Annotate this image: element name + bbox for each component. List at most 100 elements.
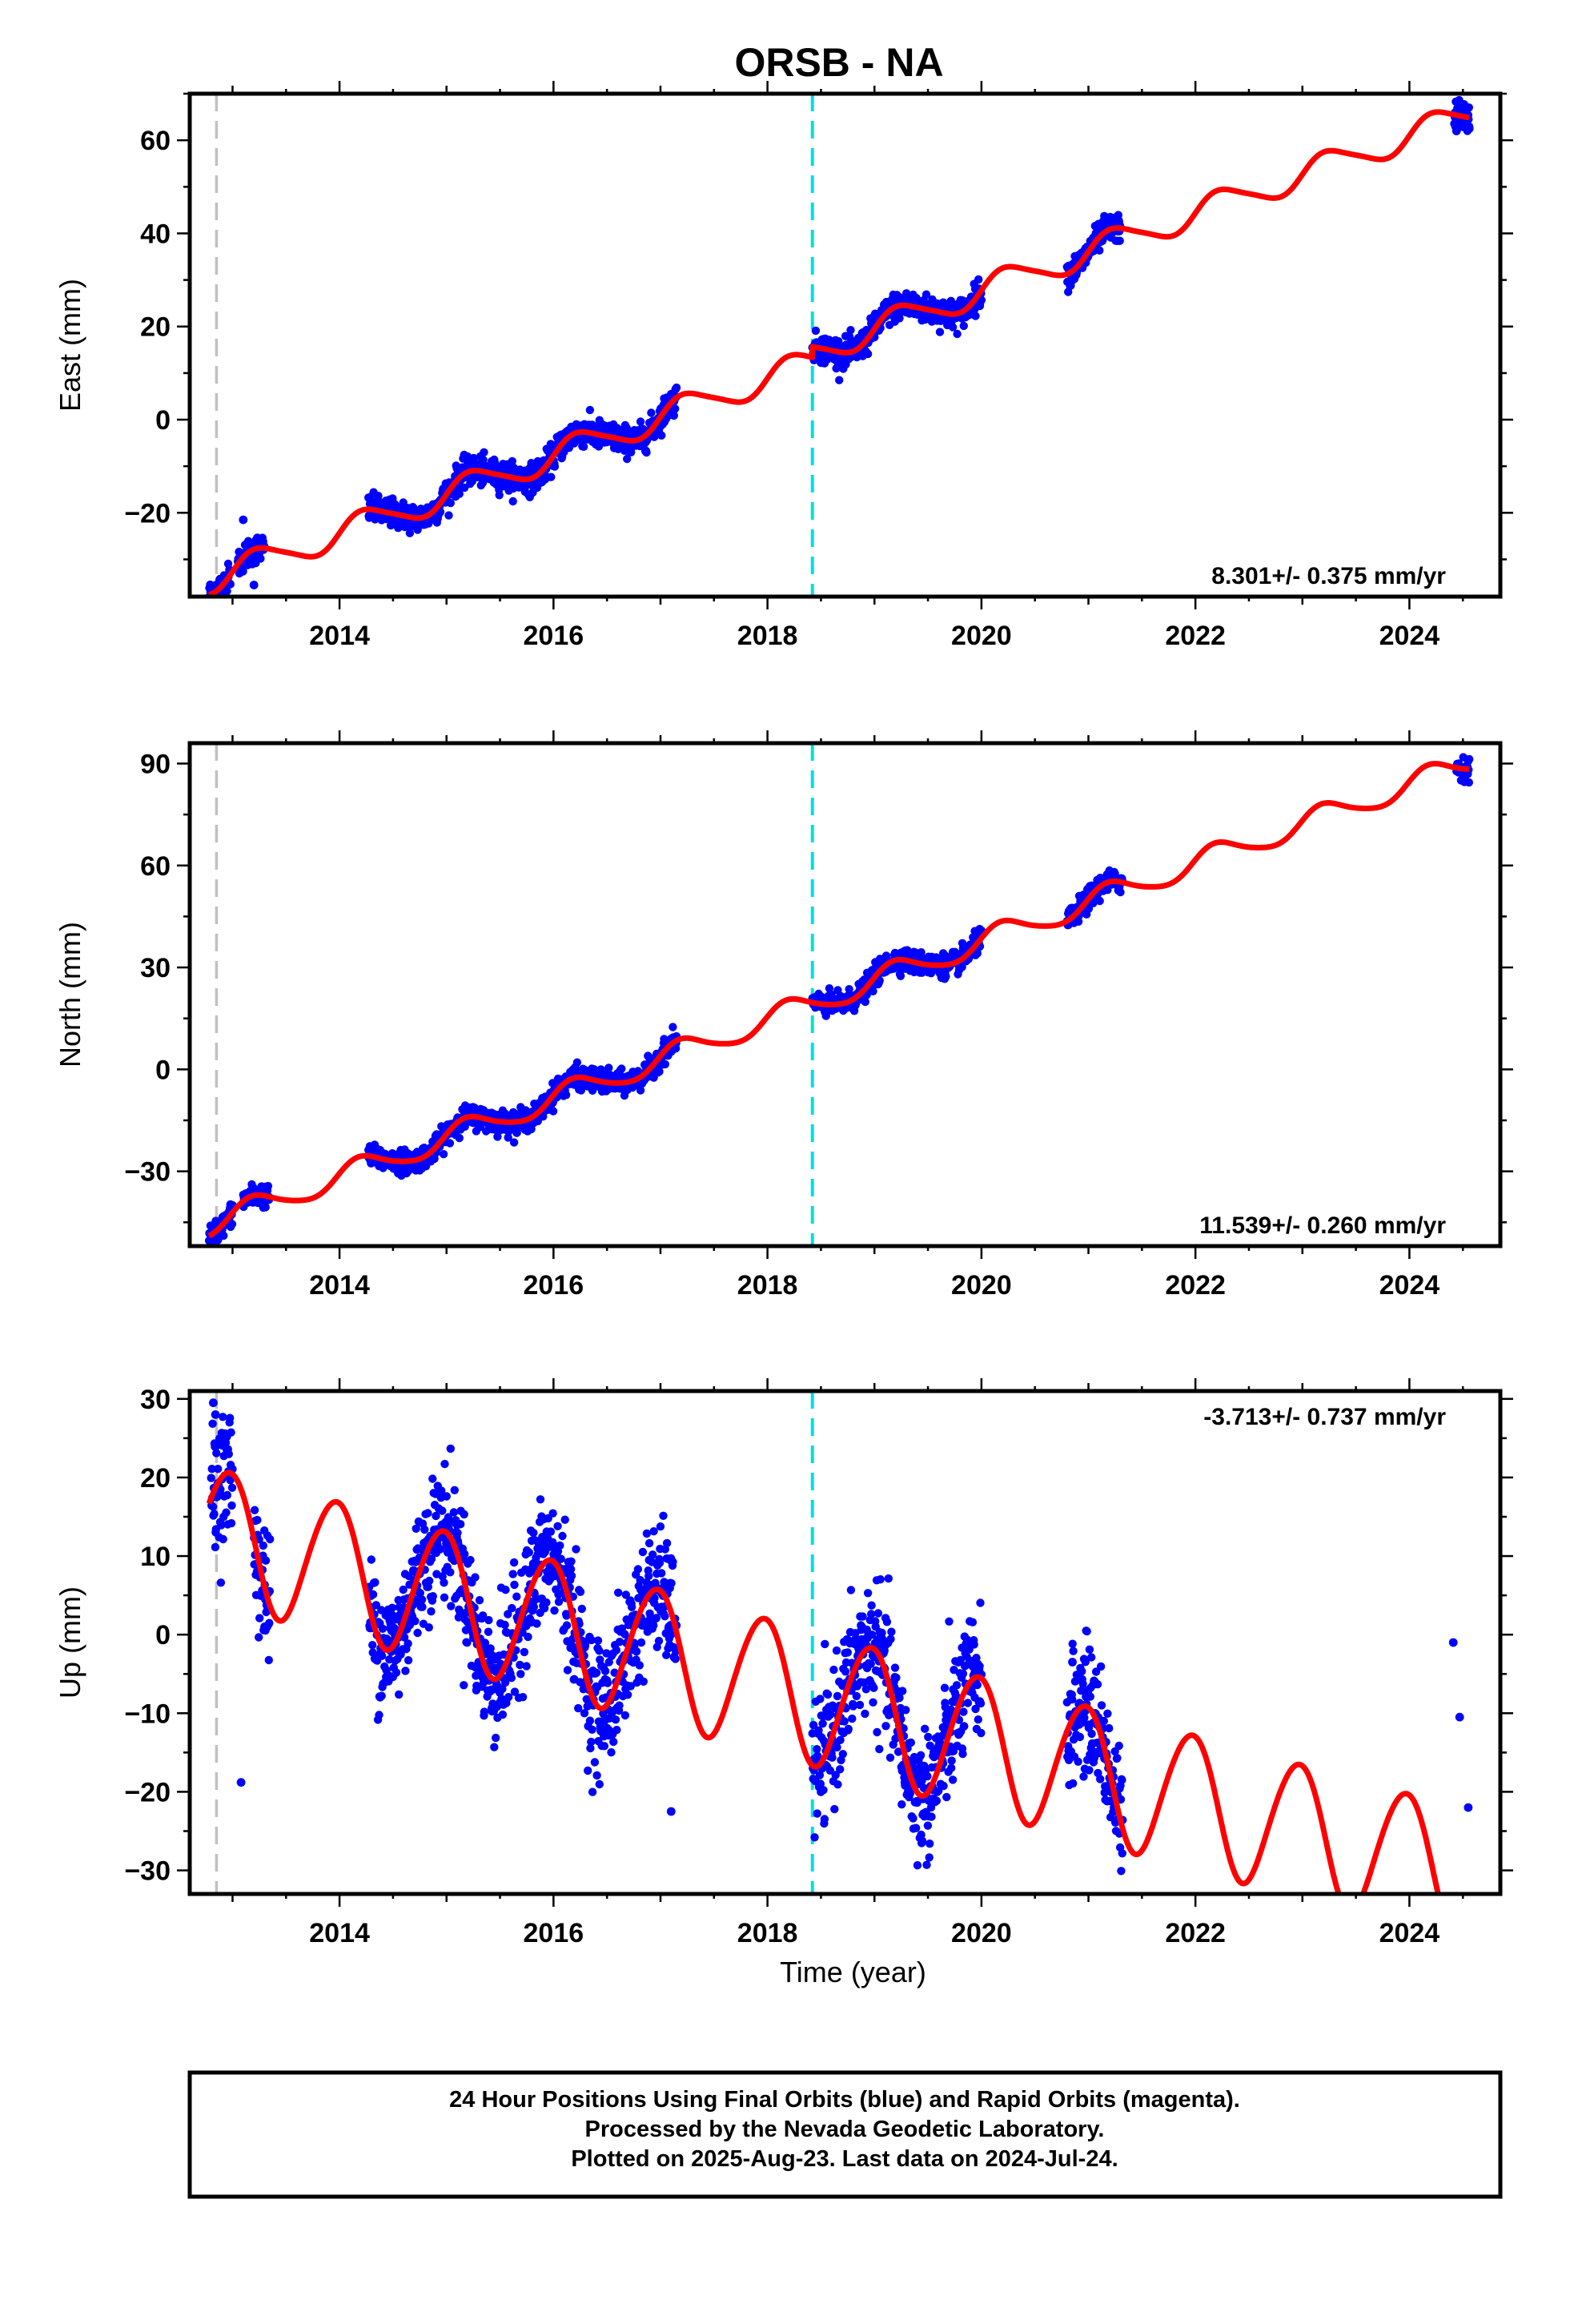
y-tick-label: 60 xyxy=(140,126,171,156)
data-point xyxy=(455,1133,464,1143)
data-point xyxy=(869,1683,878,1692)
data-point xyxy=(603,1679,612,1687)
x-tick-label: 2014 xyxy=(309,621,370,651)
data-point xyxy=(563,1666,572,1675)
data-point xyxy=(440,1593,449,1602)
data-point xyxy=(411,1617,420,1626)
data-point xyxy=(368,1590,378,1599)
data-point xyxy=(493,1132,502,1141)
data-point xyxy=(509,1138,519,1147)
data-point xyxy=(927,1812,936,1821)
data-point xyxy=(261,1556,271,1565)
data-point xyxy=(829,1665,838,1675)
data-point xyxy=(377,1651,387,1660)
data-point xyxy=(560,1515,569,1524)
data-point xyxy=(227,1483,237,1493)
data-point xyxy=(846,1586,856,1594)
data-point xyxy=(923,1771,932,1781)
data-point xyxy=(840,1717,849,1726)
data-point xyxy=(440,1578,448,1587)
data-point xyxy=(588,1725,596,1734)
data-point xyxy=(529,1528,538,1538)
x-tick-label: 2014 xyxy=(309,1270,370,1301)
data-point xyxy=(655,1558,665,1567)
data-point xyxy=(567,1557,576,1566)
y-tick-label: 20 xyxy=(140,312,171,343)
data-point xyxy=(508,456,516,466)
data-point xyxy=(486,1644,495,1653)
data-point xyxy=(460,1510,468,1519)
y-axis-label: North (mm) xyxy=(54,922,86,1068)
data-point xyxy=(939,1781,948,1791)
data-point xyxy=(209,604,217,612)
data-point xyxy=(529,1602,538,1611)
data-point xyxy=(921,1724,930,1733)
data-point xyxy=(1099,1716,1109,1726)
data-point xyxy=(617,1064,626,1073)
data-point xyxy=(556,1541,564,1550)
data-point xyxy=(404,1656,413,1665)
data-point xyxy=(885,1753,895,1762)
data-point xyxy=(227,1220,237,1228)
data-point xyxy=(633,1565,643,1574)
data-point xyxy=(642,448,651,457)
y-tick-label: 0 xyxy=(155,405,171,436)
data-point xyxy=(644,1538,654,1548)
data-point xyxy=(948,1775,958,1784)
data-point xyxy=(901,1706,910,1715)
data-point xyxy=(1464,103,1474,112)
data-point xyxy=(558,1531,567,1541)
data-point xyxy=(466,1555,475,1565)
rate-annotation: 11.539+/- 0.260 mm/yr xyxy=(1199,1212,1446,1239)
data-point xyxy=(391,1668,401,1677)
up-panel: 2014 2016 2018 2020 2022 2024−30−20−100102030… xyxy=(54,1378,1513,1988)
data-point xyxy=(942,972,950,981)
y-tick-label: 40 xyxy=(140,219,171,249)
data-point xyxy=(615,1701,624,1710)
data-point xyxy=(1095,896,1104,906)
data-point xyxy=(948,323,958,332)
data-point xyxy=(873,1727,881,1737)
data-point xyxy=(550,1606,559,1615)
data-point xyxy=(550,462,560,471)
data-point xyxy=(453,1529,462,1538)
data-point xyxy=(412,1524,420,1534)
data-point xyxy=(810,1833,819,1842)
data-point xyxy=(577,1604,586,1614)
data-point xyxy=(652,1614,661,1622)
data-point xyxy=(1096,1662,1106,1671)
data-point xyxy=(898,1687,907,1695)
data-point xyxy=(1086,1692,1095,1701)
data-point xyxy=(863,1589,873,1598)
data-point xyxy=(374,492,383,501)
data-point xyxy=(455,489,464,498)
data-point xyxy=(214,1465,223,1474)
data-point xyxy=(813,1809,821,1818)
data-point xyxy=(846,326,855,335)
data-point xyxy=(890,1663,900,1672)
data-point xyxy=(858,1612,867,1621)
data-point xyxy=(223,586,231,596)
data-point xyxy=(922,1860,931,1869)
data-point xyxy=(593,1636,603,1645)
data-point xyxy=(876,1575,885,1584)
data-point xyxy=(932,1796,942,1805)
data-point xyxy=(852,1691,861,1701)
data-point xyxy=(595,1647,604,1655)
data-point xyxy=(662,1538,672,1548)
data-point xyxy=(255,1633,263,1642)
data-point xyxy=(644,1571,653,1581)
plot-area xyxy=(204,94,1474,612)
data-point xyxy=(556,1554,565,1563)
data-point xyxy=(222,1508,231,1517)
data-point xyxy=(498,1710,508,1719)
data-point xyxy=(259,1541,267,1550)
x-tick-label: 2016 xyxy=(524,621,584,651)
data-point xyxy=(480,1707,489,1716)
data-point xyxy=(553,1522,562,1531)
data-point xyxy=(449,1508,459,1517)
data-point xyxy=(595,1779,604,1789)
data-point xyxy=(657,1569,666,1578)
data-point xyxy=(913,1861,922,1870)
